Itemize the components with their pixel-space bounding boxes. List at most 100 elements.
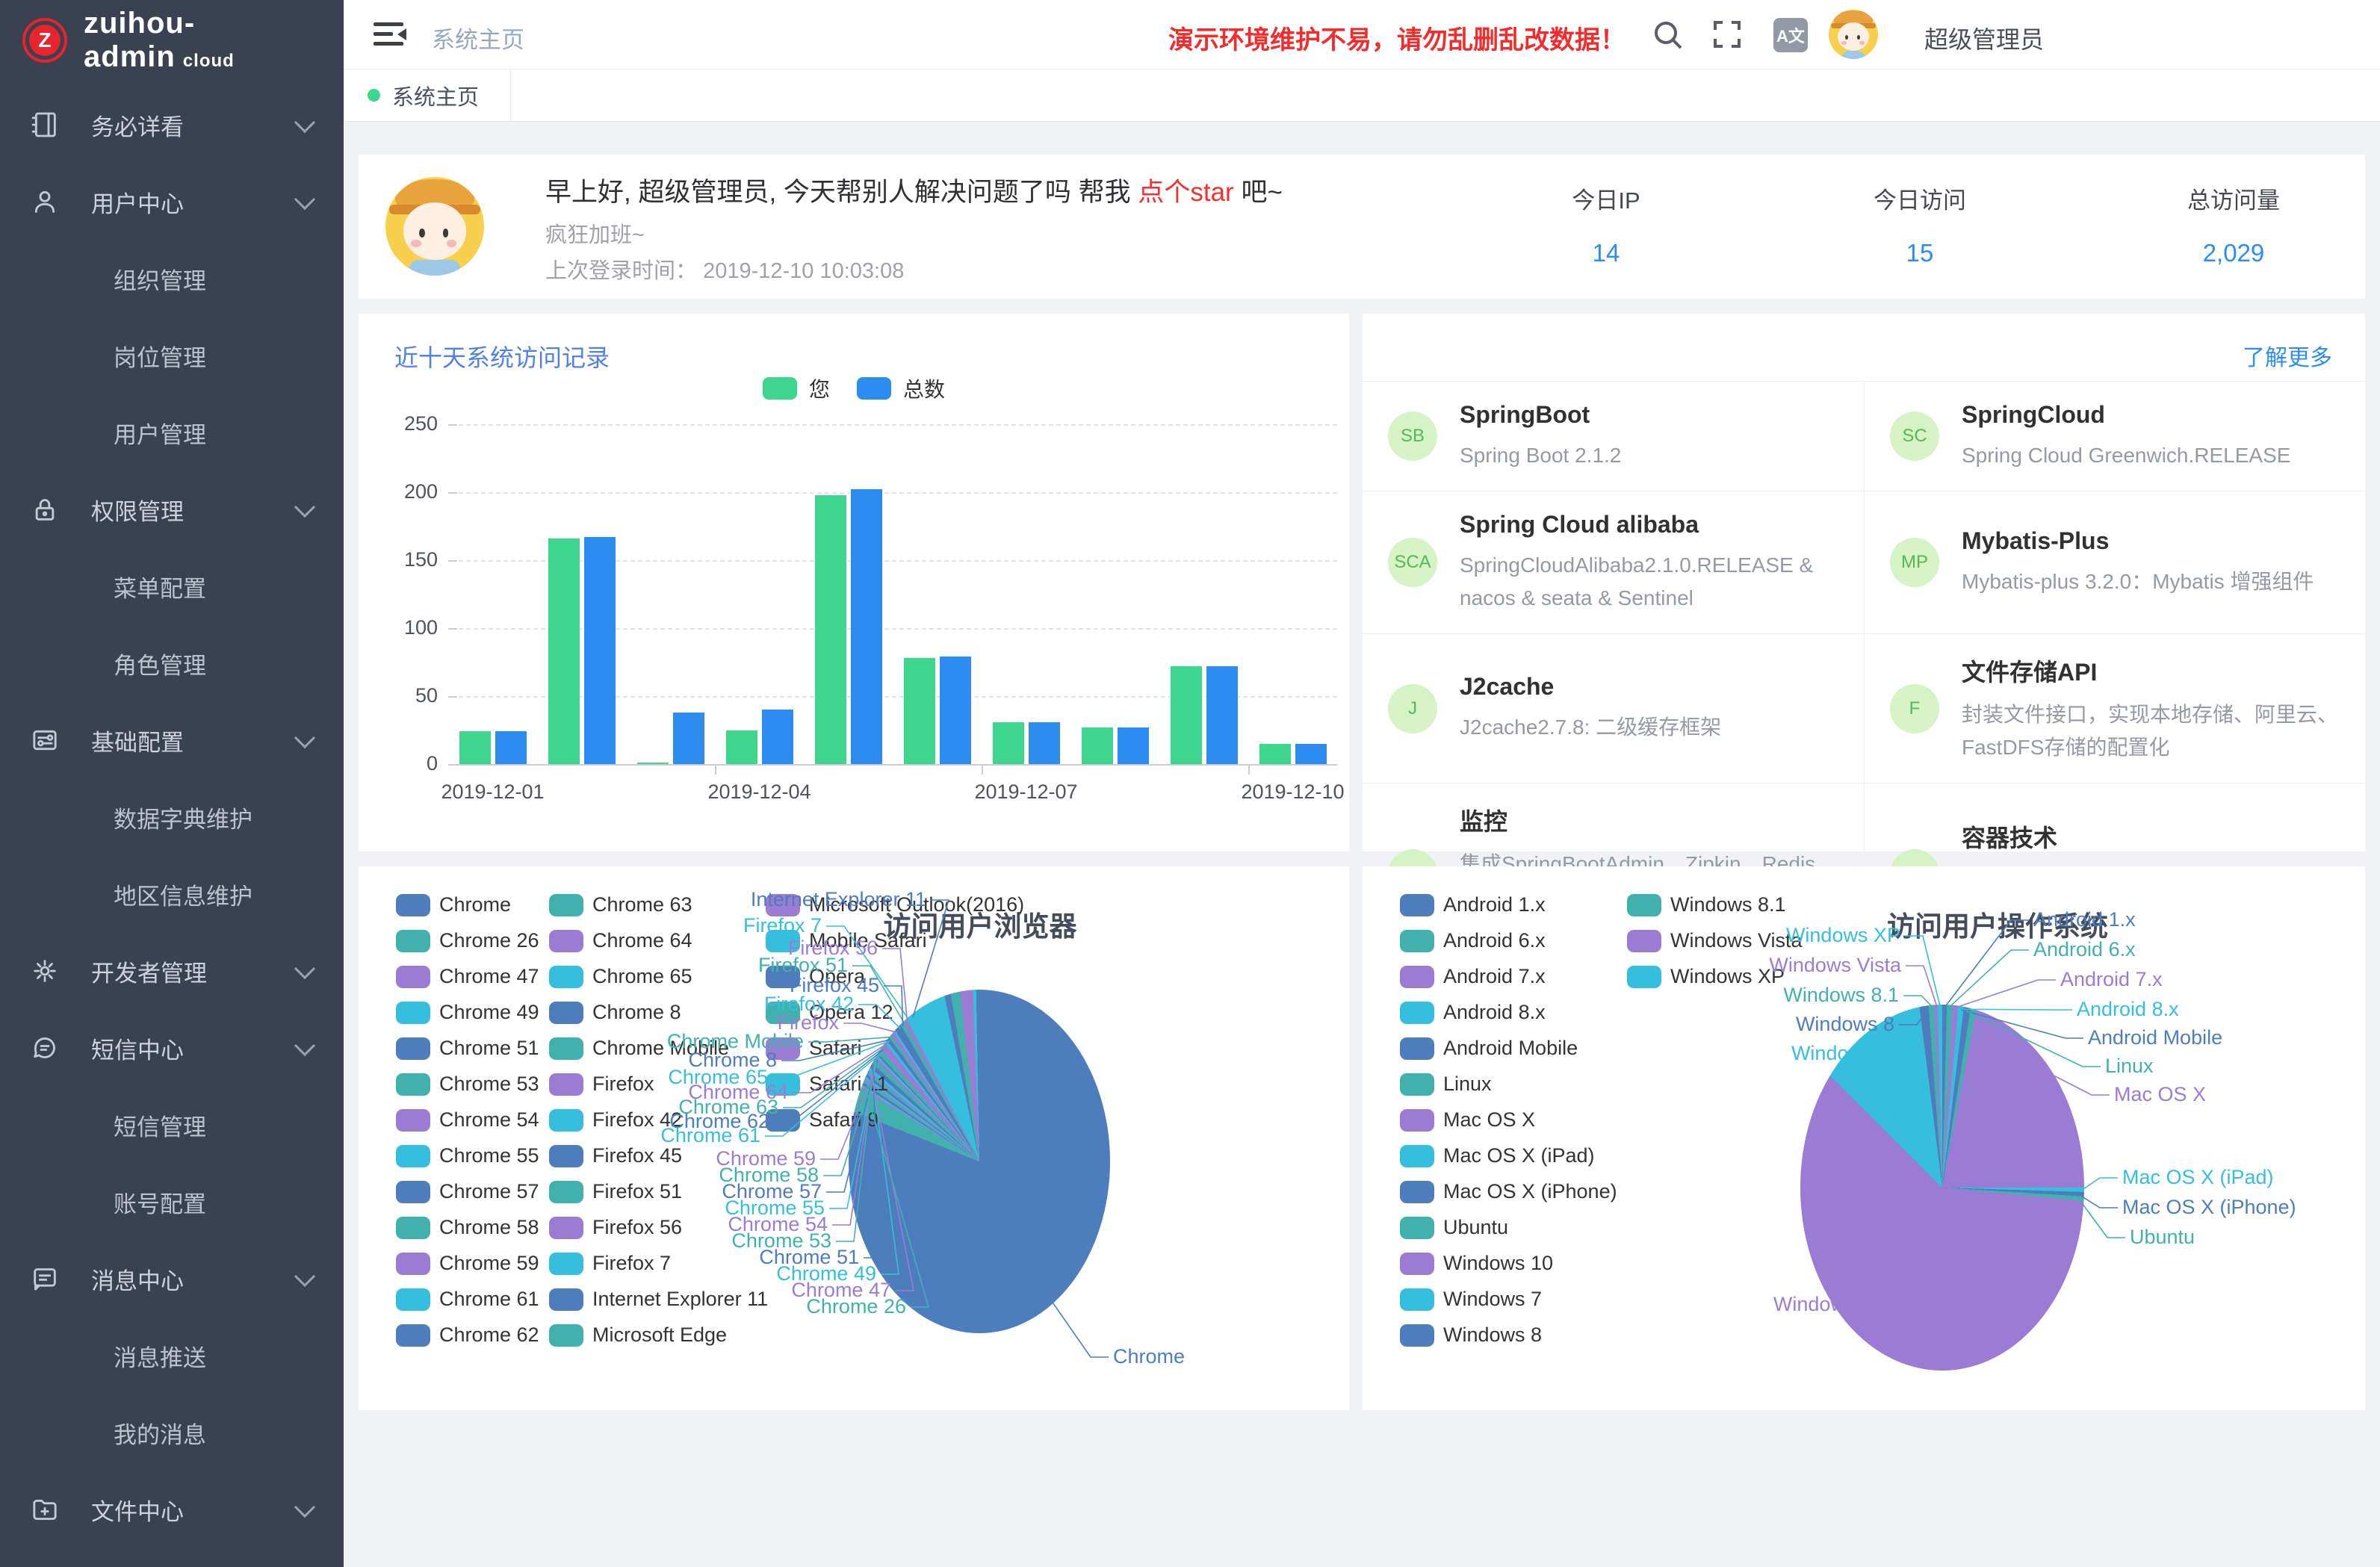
legend-swatch bbox=[549, 1037, 583, 1060]
sidebar-subitem-角色管理[interactable]: 角色管理 bbox=[0, 625, 344, 702]
legend-label: Chrome 54 bbox=[439, 1108, 539, 1132]
legend-item-Android 1.x[interactable]: Android 1.x bbox=[1400, 893, 1546, 916]
learn-more-link[interactable]: 了解更多 bbox=[2243, 339, 2332, 372]
sidebar-subitem-组织管理[interactable]: 组织管理 bbox=[0, 241, 344, 317]
sidebar-item-用户中心[interactable]: 用户中心 bbox=[0, 164, 344, 241]
legend-item-Chrome 54[interactable]: Chrome 54 bbox=[396, 1108, 539, 1132]
book-icon bbox=[30, 110, 61, 141]
framework-card-SpringBoot[interactable]: SBSpringBootSpring Boot 2.1.2 bbox=[1363, 381, 1864, 491]
sidebar-subitem-用户管理[interactable]: 用户管理 bbox=[0, 394, 344, 471]
collapse-menu-icon[interactable] bbox=[374, 19, 406, 49]
brand[interactable]: Z zuihou-admincloud bbox=[0, 0, 344, 81]
bar-2019-12-04-您 bbox=[726, 730, 757, 765]
legend-item-总数[interactable]: 总数 bbox=[857, 373, 945, 403]
legend-item-Android Mobile[interactable]: Android Mobile bbox=[1400, 1037, 1578, 1060]
legend-item-Chrome 65[interactable]: Chrome 65 bbox=[549, 965, 692, 988]
sidebar-subitem-岗位管理[interactable]: 岗位管理 bbox=[0, 317, 344, 394]
legend-item-Firefox 51[interactable]: Firefox 51 bbox=[549, 1180, 682, 1203]
font-size-icon[interactable]: A文 bbox=[1773, 18, 1808, 52]
legend-item-Windows 8.1[interactable]: Windows 8.1 bbox=[1627, 893, 1786, 916]
legend-item-Firefox[interactable]: Firefox bbox=[549, 1073, 654, 1096]
legend-item-Android 8.x[interactable]: Android 8.x bbox=[1400, 1001, 1546, 1024]
legend-item-Chrome 55[interactable]: Chrome 55 bbox=[396, 1144, 539, 1167]
search-icon[interactable] bbox=[1649, 16, 1685, 52]
legend-item-Chrome 58[interactable]: Chrome 58 bbox=[396, 1216, 539, 1239]
legend-item-Chrome 64[interactable]: Chrome 64 bbox=[549, 929, 692, 952]
legend-item-Chrome 47[interactable]: Chrome 47 bbox=[396, 965, 539, 988]
sidebar-item-短信中心[interactable]: 短信中心 bbox=[0, 1010, 344, 1087]
sidebar-item-基础配置[interactable]: 基础配置 bbox=[0, 702, 344, 779]
legend-item-Chrome 57[interactable]: Chrome 57 bbox=[396, 1180, 539, 1203]
bar-2019-12-06-您 bbox=[904, 658, 935, 764]
sidebar-item-开发者管理[interactable]: 开发者管理 bbox=[0, 933, 344, 1010]
legend-item-Windows XP[interactable]: Windows XP bbox=[1627, 965, 1785, 988]
sidebar-item-文件中心[interactable]: 文件中心 bbox=[0, 1471, 344, 1548]
pie-callout-Android 6.x: Android 6.x bbox=[2033, 938, 2136, 961]
gear-icon bbox=[30, 956, 61, 987]
bar-2019-12-08-总数 bbox=[1118, 727, 1149, 764]
fullscreen-icon[interactable] bbox=[1709, 16, 1745, 52]
legend-label: Android 8.x bbox=[1443, 1001, 1546, 1024]
legend-swatch bbox=[396, 966, 430, 988]
legend-item-Mac OS X (iPhone)[interactable]: Mac OS X (iPhone) bbox=[1400, 1180, 1617, 1203]
legend-item-Microsoft Edge[interactable]: Microsoft Edge bbox=[549, 1324, 727, 1347]
sidebar-subitem-消息推送[interactable]: 消息推送 bbox=[0, 1318, 344, 1394]
legend-item-Chrome[interactable]: Chrome bbox=[396, 893, 511, 916]
sidebar-subitem-账号配置[interactable]: 账号配置 bbox=[0, 1164, 344, 1241]
framework-card-Mybatis-Plus[interactable]: MPMybatis-PlusMybatis-plus 3.2.0：Mybatis… bbox=[1864, 491, 2365, 633]
sidebar-subitem-短信管理[interactable]: 短信管理 bbox=[0, 1087, 344, 1164]
legend-item-Windows 10[interactable]: Windows 10 bbox=[1400, 1252, 1553, 1275]
legend-item-Chrome 61[interactable]: Chrome 61 bbox=[396, 1288, 539, 1311]
sidebar-item-消息中心[interactable]: 消息中心 bbox=[0, 1241, 344, 1318]
sidebar-subitem-地区信息维护[interactable]: 地区信息维护 bbox=[0, 856, 344, 933]
sidebar-subitem-label: 账号配置 bbox=[114, 1185, 206, 1219]
legend-item-Firefox 45[interactable]: Firefox 45 bbox=[549, 1144, 682, 1167]
legend-item-Chrome 59[interactable]: Chrome 59 bbox=[396, 1252, 539, 1275]
legend-item-Chrome 63[interactable]: Chrome 63 bbox=[549, 893, 692, 916]
user-avatar[interactable] bbox=[1829, 10, 1878, 59]
legend-item-Internet Explorer 11[interactable]: Internet Explorer 11 bbox=[549, 1288, 768, 1311]
legend-item-Android 7.x[interactable]: Android 7.x bbox=[1400, 965, 1546, 988]
bar-2019-12-08-您 bbox=[1082, 727, 1113, 764]
legend-item-Windows 8[interactable]: Windows 8 bbox=[1400, 1324, 1542, 1347]
framework-card-文件存储API[interactable]: F文件存储API封装文件接口，实现本地存储、阿里云、FastDFS存储的配置化 bbox=[1864, 633, 2365, 783]
tab-system-home[interactable]: 系统主页 bbox=[344, 69, 511, 121]
greeting-card: 早上好, 超级管理员, 今天帮别人解决问题了吗 帮我 点个star 吧~ 疯狂加… bbox=[359, 155, 2365, 299]
legend-item-Chrome 8[interactable]: Chrome 8 bbox=[549, 1001, 681, 1024]
legend-label: Linux bbox=[1443, 1073, 1492, 1096]
framework-card-SpringCloud[interactable]: SCSpringCloudSpring Cloud Greenwich.RELE… bbox=[1864, 381, 2365, 491]
legend-item-Chrome 26[interactable]: Chrome 26 bbox=[396, 929, 539, 952]
legend-item-Chrome 49[interactable]: Chrome 49 bbox=[396, 1001, 539, 1024]
legend-item-Linux[interactable]: Linux bbox=[1400, 1073, 1492, 1096]
legend-swatch bbox=[1400, 1288, 1434, 1311]
sidebar-subitem-数据字典维护[interactable]: 数据字典维护 bbox=[0, 779, 344, 856]
legend-item-Firefox 56[interactable]: Firefox 56 bbox=[549, 1216, 682, 1239]
legend-item-Windows Vista[interactable]: Windows Vista bbox=[1627, 929, 1803, 952]
star-link[interactable]: 点个star bbox=[1138, 178, 1233, 207]
legend-label: Chrome bbox=[439, 893, 511, 916]
legend-item-Chrome 62[interactable]: Chrome 62 bbox=[396, 1324, 539, 1347]
sidebar-item-务必详看[interactable]: 务必详看 bbox=[0, 87, 344, 164]
framework-card-J2cache[interactable]: JJ2cacheJ2cache2.7.8: 二级缓存框架 bbox=[1363, 633, 1864, 783]
framework-card-Spring Cloud alibaba[interactable]: SCASpring Cloud alibabaSpringCloudAlibab… bbox=[1363, 491, 1864, 633]
legend-item-Mac OS X[interactable]: Mac OS X bbox=[1400, 1108, 1535, 1132]
legend-item-Android 6.x[interactable]: Android 6.x bbox=[1400, 929, 1546, 952]
legend-label: Windows 10 bbox=[1443, 1252, 1553, 1275]
legend-item-Firefox 7[interactable]: Firefox 7 bbox=[549, 1252, 671, 1275]
legend-item-Chrome 53[interactable]: Chrome 53 bbox=[396, 1073, 539, 1096]
legend-item-Mac OS X (iPad)[interactable]: Mac OS X (iPad) bbox=[1400, 1144, 1595, 1167]
sidebar-subitem-菜单配置[interactable]: 菜单配置 bbox=[0, 548, 344, 625]
sidebar-item-权限管理[interactable]: 权限管理 bbox=[0, 471, 344, 548]
legend-swatch bbox=[549, 966, 583, 988]
current-user-name[interactable]: 超级管理员 bbox=[1924, 21, 2044, 55]
legend-item-Windows 7[interactable]: Windows 7 bbox=[1400, 1288, 1542, 1311]
bar-2019-12-07-您 bbox=[993, 722, 1024, 764]
stat-今日IP: 今日IP14 bbox=[1509, 181, 1703, 267]
legend-item-您[interactable]: 您 bbox=[763, 373, 830, 403]
legend-item-Ubuntu[interactable]: Ubuntu bbox=[1400, 1216, 1508, 1239]
legend-item-Chrome 51[interactable]: Chrome 51 bbox=[396, 1037, 539, 1060]
legend-swatch bbox=[549, 930, 583, 952]
legend-item-Safari 9[interactable]: Safari 9 bbox=[766, 1108, 878, 1132]
sidebar-subitem-我的消息[interactable]: 我的消息 bbox=[0, 1394, 344, 1471]
breadcrumb[interactable]: 系统主页 bbox=[432, 21, 524, 55]
